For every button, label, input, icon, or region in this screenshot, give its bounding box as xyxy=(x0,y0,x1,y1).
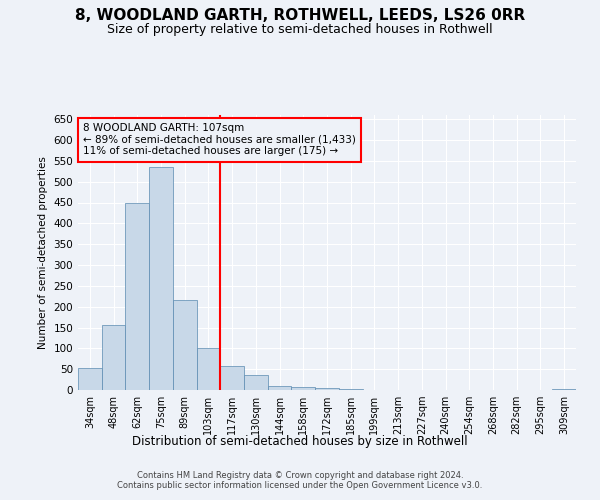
Text: Size of property relative to semi-detached houses in Rothwell: Size of property relative to semi-detach… xyxy=(107,22,493,36)
Bar xyxy=(197,348,220,390)
Text: 8, WOODLAND GARTH, ROTHWELL, LEEDS, LS26 0RR: 8, WOODLAND GARTH, ROTHWELL, LEEDS, LS26… xyxy=(75,8,525,22)
Bar xyxy=(292,387,315,390)
Bar xyxy=(315,388,339,390)
Bar xyxy=(149,167,173,390)
Bar xyxy=(552,389,576,390)
Text: 8 WOODLAND GARTH: 107sqm
← 89% of semi-detached houses are smaller (1,433)
11% o: 8 WOODLAND GARTH: 107sqm ← 89% of semi-d… xyxy=(83,123,356,156)
Text: Contains HM Land Registry data © Crown copyright and database right 2024.
Contai: Contains HM Land Registry data © Crown c… xyxy=(118,470,482,490)
Bar xyxy=(220,366,244,390)
Bar xyxy=(268,386,292,390)
Y-axis label: Number of semi-detached properties: Number of semi-detached properties xyxy=(38,156,48,349)
Bar xyxy=(173,300,197,390)
Bar xyxy=(78,368,102,390)
Bar xyxy=(244,376,268,390)
Bar xyxy=(102,326,125,390)
Bar xyxy=(125,202,149,390)
Text: Distribution of semi-detached houses by size in Rothwell: Distribution of semi-detached houses by … xyxy=(132,435,468,448)
Bar xyxy=(339,389,362,390)
